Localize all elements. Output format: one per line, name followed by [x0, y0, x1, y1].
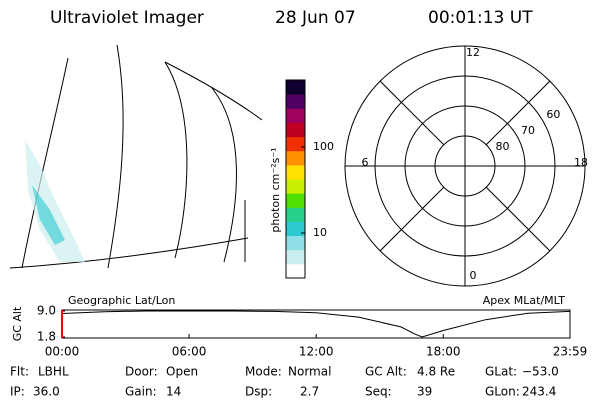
colorbar-band [286, 207, 305, 222]
aurora [32, 185, 65, 245]
map-line [107, 44, 124, 269]
field-label: GLon: [485, 385, 520, 399]
x-tick-label: 06:00 [172, 345, 207, 359]
polar-diagonal [485, 80, 551, 146]
y-tick-label: 1.8 [37, 330, 56, 344]
y-tick-label: 9.0 [37, 304, 56, 318]
polar-ring-label: 80 [496, 140, 510, 153]
polar-ring-label: 70 [521, 124, 535, 137]
map-line [164, 61, 188, 259]
field-value: 4.8 Re [417, 365, 455, 379]
polar-mlt-label: 12 [466, 46, 480, 59]
date: 28 Jun 07 [275, 8, 356, 28]
colorbar-band [286, 150, 305, 166]
polar-diagonal [485, 186, 551, 252]
colorbar-label: photon cm⁻²s⁻¹ [269, 147, 282, 232]
polar-mlt-label: 6 [362, 156, 369, 169]
field-value: 14 [166, 385, 181, 399]
time: 00:01:13 UT [428, 8, 533, 28]
x-tick-label: 18:00 [426, 345, 461, 359]
field-value: 2.7 [300, 385, 319, 399]
field-value: LBHL [38, 365, 69, 379]
map-line [211, 87, 237, 263]
field-value: 39 [417, 385, 432, 399]
x-tick-label: 23:59 [553, 345, 588, 359]
field-label: Door: [125, 365, 158, 379]
timeline-left-label: Geographic Lat/Lon [68, 294, 175, 307]
map-line [9, 237, 249, 269]
field-label: Gain: [125, 385, 157, 399]
field-value: 243.4 [522, 385, 556, 399]
field-label: Seq: [365, 385, 392, 399]
colorbar-band [286, 108, 305, 123]
timeline-frame [61, 309, 571, 339]
polar-ring-label: 60 [546, 108, 560, 121]
footer: Flt: LBHL Door: Open Mode: Normal GC Alt: 4.8 R… [10, 365, 559, 399]
aurora [25, 140, 85, 262]
map-panel [9, 44, 263, 269]
colorbar-band [286, 122, 305, 138]
map-line [21, 57, 69, 269]
colorbar-band [286, 136, 305, 152]
colorbar-band [286, 94, 305, 109]
x-tick-label: 00:00 [45, 345, 80, 359]
field-label: GLat: [485, 365, 517, 379]
field-label: IP: [10, 385, 25, 399]
polar-diagonal [379, 80, 445, 146]
colorbar-tick-label: 10 [313, 226, 327, 239]
field-label: Flt: [10, 365, 29, 379]
field-value: Normal [288, 365, 331, 379]
polar-mlt-label: 0 [470, 269, 477, 282]
timeline-right-label: Apex MLat/MLT [483, 294, 566, 307]
colorbar-tick-label: 100 [313, 140, 334, 153]
polar-mlt-label: 18 [574, 156, 588, 169]
colorbar-band [286, 164, 305, 180]
colorbar-frame [285, 79, 306, 279]
colorbar-band [286, 193, 305, 208]
x-tick-label: 12:00 [299, 345, 334, 359]
altitude-line [61, 310, 571, 338]
field-value: 36.0 [33, 385, 60, 399]
timeline: Geographic Lat/Lon Apex MLat/MLT GC Alt 9.0… [11, 294, 587, 359]
timeline-y-label: GC Alt [11, 306, 24, 341]
colorbar-band [286, 249, 305, 265]
colorbar-band [286, 179, 305, 194]
field-value: Open [166, 365, 198, 379]
map-line [164, 61, 263, 121]
field-value: −53.0 [522, 365, 559, 379]
field-label: Mode: [245, 365, 282, 379]
polar-diagonal [379, 186, 445, 252]
colorbar-band [286, 235, 305, 251]
colorbar-band [286, 221, 305, 237]
field-label: Dsp: [245, 385, 272, 399]
field-label: GC Alt: [365, 365, 407, 379]
colorbar-band [286, 80, 305, 95]
colorbar-band [286, 263, 305, 279]
title: Ultraviolet Imager [50, 8, 204, 28]
colorbar: 10 100 [285, 79, 334, 279]
